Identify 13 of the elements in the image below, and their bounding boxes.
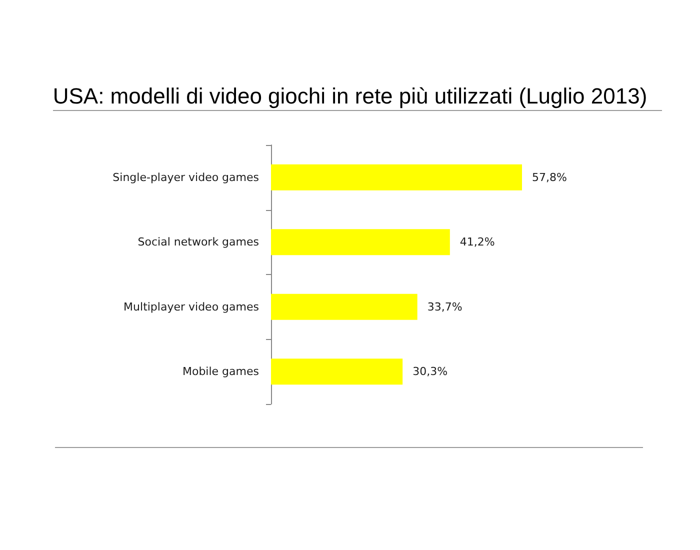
- bar: [271, 294, 418, 320]
- y-tick-label: Mobile games: [182, 365, 260, 378]
- y-tick-label: Multiplayer video games: [124, 300, 260, 314]
- data-label: 41,2%: [460, 236, 495, 249]
- bar: [271, 229, 450, 256]
- data-label: 33,7%: [427, 300, 462, 314]
- data-label: 57,8%: [532, 170, 567, 184]
- bar: [271, 358, 403, 385]
- bar: [271, 164, 522, 190]
- y-tick-label: Social network games: [138, 236, 260, 249]
- data-label: 30,3%: [412, 365, 448, 378]
- chart-title: USA: modelli di video giochi in rete più utilizzati (Luglio 2013): [52, 84, 648, 108]
- y-tick-label: Single-player video games: [112, 170, 260, 184]
